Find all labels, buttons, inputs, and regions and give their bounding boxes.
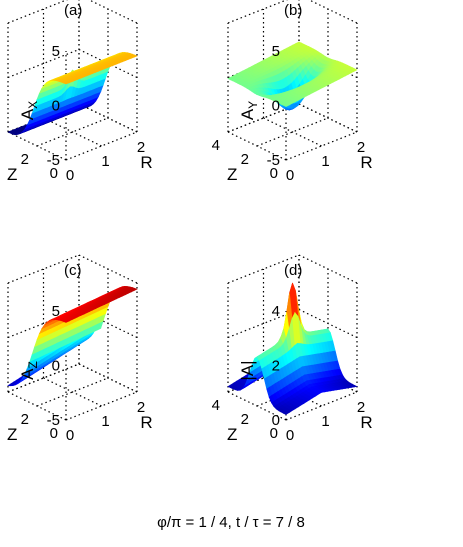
tick-label-z-0: 0 [270, 425, 278, 442]
tick-label-z-0: 0 [50, 425, 58, 442]
axis-label-z: Z [227, 165, 237, 184]
axis-label-r: R [140, 413, 152, 432]
surface [7, 285, 138, 387]
tick-label-r-1: 1 [101, 153, 109, 170]
tick-label-r-2: 2 [137, 399, 145, 416]
axis-label-z: Z [7, 165, 17, 184]
tick-label-z-1: 2 [21, 151, 29, 168]
tick-label-vertical-2: 5 [52, 43, 60, 60]
tick-label-vertical-2: 4 [272, 303, 280, 320]
tick-label-vertical-0: -5 [267, 152, 280, 169]
surface [227, 282, 359, 415]
tick-label-r-0: 0 [286, 427, 294, 444]
tick-label-r-1: 1 [321, 153, 329, 170]
tick-label-r-2: 2 [357, 139, 365, 156]
axis-label-vertical: |A| [238, 360, 257, 380]
tick-label-r-0: 0 [66, 167, 74, 184]
tick-label-r-2: 2 [137, 139, 145, 156]
tick-label-vertical-2: 5 [272, 43, 280, 60]
tick-label-z-0: 0 [50, 165, 58, 182]
tick-label-r-2: 2 [357, 399, 365, 416]
axis-label-r: R [360, 153, 372, 172]
tick-label-z-2: 4 [212, 137, 220, 154]
surface [227, 41, 358, 111]
panel-d: 0 2 4 0 1 2 0 2 4 R Z |A| (d) [212, 254, 373, 444]
axis-label-vertical: AX [18, 101, 40, 120]
figure-caption: φ/π = 1 / 4, t / τ = 7 / 8 [157, 514, 305, 531]
panel-label: (c) [64, 262, 82, 279]
panel-label: (a) [64, 2, 82, 19]
tick-label-z-0: 0 [270, 165, 278, 182]
tick-label-vertical-0: 0 [272, 412, 280, 429]
tick-label-vertical-2: 5 [52, 303, 60, 320]
tick-label-vertical-0: -5 [47, 152, 60, 169]
panel-label: (d) [284, 262, 302, 279]
tick-label-r-0: 0 [286, 167, 294, 184]
tick-label-z-1: 2 [241, 411, 249, 428]
tick-label-vertical-0: -5 [47, 412, 60, 429]
tick-label-z-1: 2 [21, 411, 29, 428]
axis-label-vertical: AZ [18, 361, 40, 380]
tick-label-z-1: 2 [241, 151, 249, 168]
tick-label-vertical-1: 0 [52, 98, 60, 115]
axis-label-vertical: AY [238, 101, 260, 120]
panel-c: -505012024RZAZ(c) [7, 254, 153, 444]
tick-label-r-1: 1 [101, 413, 109, 430]
panel-a: -505012024RZAX(a) [7, 0, 153, 184]
tick-label-vertical-1: 0 [272, 98, 280, 115]
tick-label-z-2: 4 [212, 397, 220, 414]
axis-label-r: R [360, 413, 372, 432]
tick-label-r-1: 1 [321, 413, 329, 430]
surface [7, 52, 138, 136]
panel-label: (b) [284, 2, 302, 19]
axis-label-z: Z [7, 425, 17, 444]
axis-label-r: R [140, 153, 152, 172]
tick-label-vertical-1: 2 [272, 358, 280, 375]
tick-label-vertical-1: 0 [52, 358, 60, 375]
axis-label-z: Z [227, 425, 237, 444]
tick-label-r-0: 0 [66, 427, 74, 444]
